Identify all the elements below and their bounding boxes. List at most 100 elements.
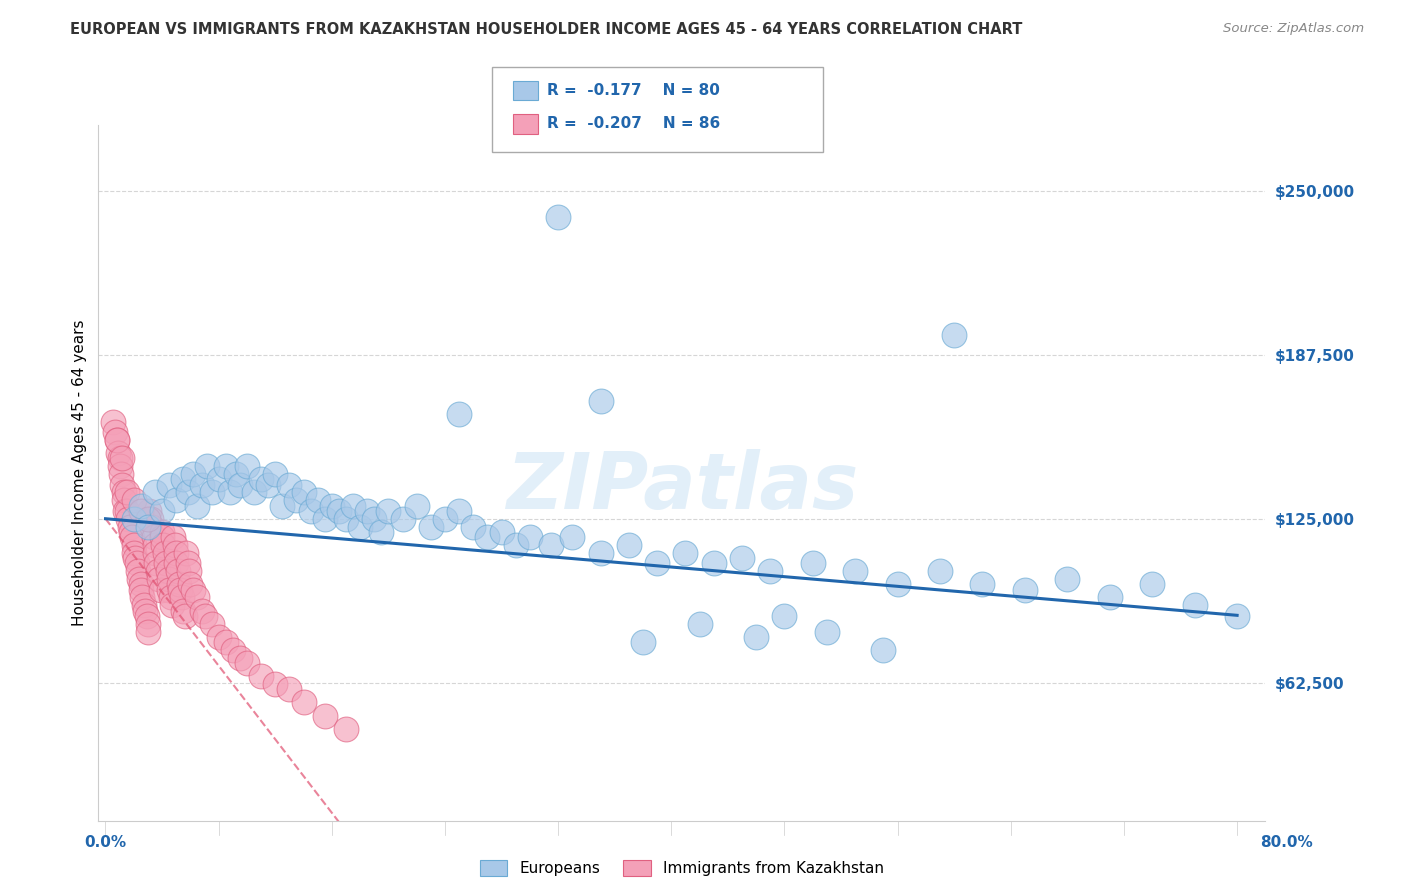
Point xyxy=(299,504,322,518)
Point xyxy=(335,722,357,736)
Point xyxy=(186,591,208,605)
Point xyxy=(200,616,222,631)
Point xyxy=(872,643,894,657)
Point xyxy=(328,504,350,518)
Point xyxy=(1184,599,1206,613)
Point xyxy=(131,591,153,605)
Text: 0.0%: 0.0% xyxy=(84,836,127,850)
Point xyxy=(433,512,456,526)
Point xyxy=(773,608,796,623)
Point xyxy=(172,472,194,486)
Point xyxy=(112,493,135,508)
Point xyxy=(156,564,179,578)
Point xyxy=(128,572,150,586)
Point xyxy=(314,512,336,526)
Point xyxy=(193,608,215,623)
Point xyxy=(142,530,165,544)
Text: EUROPEAN VS IMMIGRANTS FROM KAZAKHSTAN HOUSEHOLDER INCOME AGES 45 - 64 YEARS COR: EUROPEAN VS IMMIGRANTS FROM KAZAKHSTAN H… xyxy=(70,22,1022,37)
Point xyxy=(114,504,136,518)
Point xyxy=(165,493,187,508)
Point xyxy=(163,538,186,552)
Point xyxy=(278,477,301,491)
Point xyxy=(208,630,231,644)
Point xyxy=(122,493,145,508)
Point xyxy=(105,433,128,447)
Point xyxy=(111,477,134,491)
Point xyxy=(170,591,193,605)
Point xyxy=(631,635,654,649)
Point xyxy=(104,425,127,439)
Point xyxy=(149,582,172,597)
Point xyxy=(759,564,782,578)
Point xyxy=(118,519,141,533)
Point xyxy=(112,485,135,500)
Point xyxy=(250,669,273,683)
Point xyxy=(150,524,173,539)
Point xyxy=(172,604,194,618)
Point xyxy=(391,512,413,526)
Text: ZIPatlas: ZIPatlas xyxy=(506,449,858,524)
Point xyxy=(136,519,159,533)
Point xyxy=(143,538,166,552)
Point xyxy=(181,582,204,597)
Point xyxy=(152,538,174,552)
Point xyxy=(132,599,155,613)
Point xyxy=(463,519,485,533)
Point xyxy=(129,582,152,597)
Point xyxy=(257,477,280,491)
Point xyxy=(181,467,204,481)
Point xyxy=(292,696,315,710)
Point xyxy=(120,524,142,539)
Point xyxy=(589,546,612,560)
Y-axis label: Householder Income Ages 45 - 64 years: Householder Income Ages 45 - 64 years xyxy=(72,319,87,626)
Point xyxy=(972,577,994,591)
Text: R =  -0.177    N = 80: R = -0.177 N = 80 xyxy=(547,83,720,98)
Text: R =  -0.207    N = 86: R = -0.207 N = 86 xyxy=(547,116,720,131)
Point xyxy=(162,530,184,544)
Point xyxy=(173,608,195,623)
Point xyxy=(135,608,157,623)
Point xyxy=(505,538,527,552)
Point xyxy=(449,504,471,518)
Point xyxy=(139,512,162,526)
Point xyxy=(129,499,152,513)
Point xyxy=(165,557,187,571)
Point xyxy=(815,624,838,639)
Point xyxy=(321,499,343,513)
Point xyxy=(174,546,197,560)
Point xyxy=(215,635,238,649)
Point xyxy=(136,512,159,526)
Point xyxy=(1056,572,1078,586)
Point xyxy=(419,519,441,533)
Point xyxy=(105,433,128,447)
Point xyxy=(129,504,152,518)
Point xyxy=(292,485,315,500)
Point xyxy=(943,327,966,342)
Point xyxy=(122,512,145,526)
Point xyxy=(190,477,212,491)
Point xyxy=(844,564,866,578)
Point xyxy=(801,557,824,571)
Point xyxy=(645,557,668,571)
Point xyxy=(190,604,212,618)
Point xyxy=(363,512,385,526)
Point xyxy=(335,512,357,526)
Point xyxy=(157,582,180,597)
Point xyxy=(285,493,308,508)
Point xyxy=(108,459,131,474)
Point xyxy=(731,551,754,566)
Point xyxy=(370,524,392,539)
Point xyxy=(136,616,159,631)
Point xyxy=(219,485,242,500)
Point xyxy=(124,551,146,566)
Point xyxy=(886,577,908,591)
Point xyxy=(159,591,181,605)
Point xyxy=(222,643,245,657)
Point xyxy=(136,624,159,639)
Point xyxy=(477,530,499,544)
Point xyxy=(176,485,198,500)
Point xyxy=(236,459,259,474)
Point xyxy=(107,446,129,460)
Point xyxy=(271,499,294,513)
Point xyxy=(519,530,541,544)
